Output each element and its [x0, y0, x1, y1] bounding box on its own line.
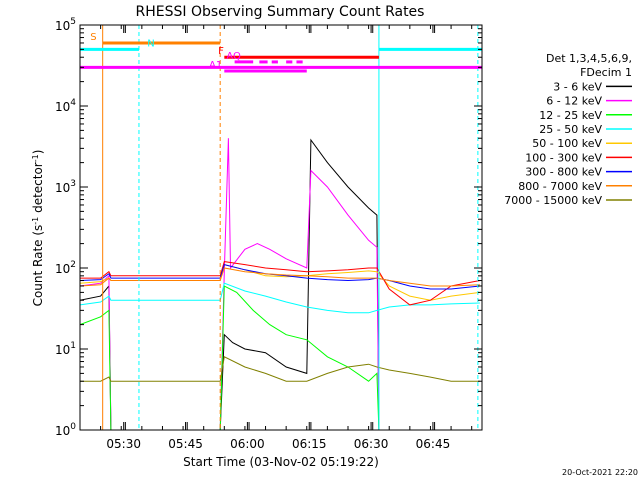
legend-label-8: 7000 - 15000 keV [504, 194, 602, 207]
y-tick-label-0: 100 [55, 422, 76, 438]
x-axis-label: Start Time (03-Nov-02 05:19:22) [183, 455, 379, 469]
flag-s-label: S [90, 32, 96, 43]
y-label-mid: detector [31, 162, 45, 217]
x-tick-label-5: 06:45 [416, 437, 451, 451]
legend-label-7: 800 - 7000 keV [518, 180, 602, 193]
y-tick-label-1: 101 [55, 341, 76, 357]
legend-label-1: 6 - 12 keV [546, 95, 602, 108]
vertical-markers [102, 25, 479, 430]
series-line-8 [80, 356, 480, 382]
y-label-sup-1: -1 [31, 217, 40, 225]
x-tick-label-4: 06:30 [354, 437, 389, 451]
x-tick-label-3: 06:15 [292, 437, 327, 451]
legend-label-5: 100 - 300 keV [525, 151, 602, 164]
y-label-main: Count Rate (s [31, 225, 45, 307]
legend-header-1: FDecim 1 [580, 66, 632, 79]
legend-label-6: 300 - 800 keV [525, 166, 602, 179]
y-axis-label: Count Rate (s-1 detector-1) [31, 150, 45, 307]
flag-f-label: F [218, 46, 224, 57]
y-tick-label-5: 105 [55, 17, 76, 33]
legend-label-4: 50 - 100 keV [532, 137, 602, 150]
footer-date: 20-Oct-2021 22:20 [562, 468, 638, 477]
y-tick-label-2: 102 [55, 260, 76, 276]
flag-a1-label: A1 [209, 60, 222, 71]
legend: Det 1,3,4,5,6,9,FDecim 13 - 6 keV 6 - 12 … [504, 52, 632, 207]
chart-title: RHESSI Observing Summary Count Rates [136, 4, 425, 20]
plot-frame [79, 24, 483, 431]
y-label-sup-2: -1 [31, 154, 40, 162]
y-tick-label-3: 103 [55, 179, 76, 195]
legend-label-2: 12 - 25 keV [539, 109, 602, 122]
flag-n-label: N [147, 38, 154, 49]
x-axis: 05:30 05:45 06:00 06:15 06:30 06:45 [79, 25, 473, 451]
x-tick-label-1: 05:45 [168, 437, 203, 451]
series-line-6 [79, 263, 480, 290]
series-line-7 [79, 267, 480, 287]
flag-aq-label: AQ [226, 51, 241, 62]
series-line-5 [80, 261, 480, 306]
series-line-2 [79, 285, 480, 431]
legend-label-3: 25 - 50 keV [539, 123, 602, 136]
flag-bars: S N A1 F AQ [80, 32, 482, 73]
legend-label-0: 3 - 6 keV [553, 80, 602, 93]
y-tick-label-4: 104 [55, 98, 76, 114]
legend-header-0: Det 1,3,4,5,6,9, [546, 52, 632, 65]
y-axis: 100 101 102 103 104 105 [55, 17, 482, 438]
y-label-end: ) [31, 150, 45, 155]
x-tick-label-0: 05:30 [106, 437, 141, 451]
x-tick-label-2: 06:00 [230, 437, 265, 451]
